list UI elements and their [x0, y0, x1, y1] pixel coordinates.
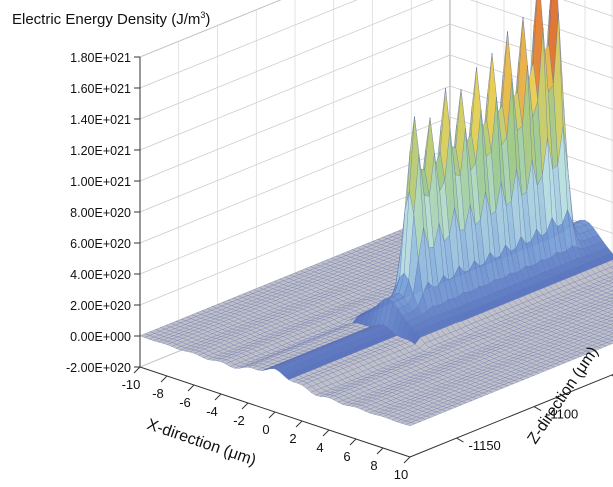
surface-patch — [610, 296, 613, 299]
wall-gridline — [139, 54, 613, 182]
x-tick-label: -2 — [233, 413, 245, 428]
x-tick — [322, 429, 330, 437]
z-tick-label: 1.60E+021 — [70, 82, 131, 96]
y-axis-line — [409, 373, 613, 458]
x-tick — [268, 411, 276, 419]
x-tick — [376, 447, 384, 455]
wall-gridline — [139, 0, 613, 120]
z-tick-label: 1.80E+021 — [70, 51, 131, 65]
x-tick-label: -4 — [206, 404, 218, 419]
x-tick — [349, 438, 357, 446]
z-tick-label: 1.00E+021 — [70, 175, 131, 189]
y-tick-label: -1100 — [546, 407, 578, 422]
chart-title: Electric Energy Density (J/m3) — [12, 10, 211, 28]
wall-gridline — [139, 0, 282, 58]
y-tick — [533, 406, 542, 412]
wall-gridline — [139, 23, 613, 151]
x-tick-label: -6 — [179, 395, 191, 410]
z-tick-label: -2.00E+020 — [66, 361, 131, 375]
surface-patch — [139, 333, 151, 338]
wall-gridline — [139, 0, 613, 89]
x-tick-label: 8 — [370, 458, 377, 473]
z-tick-label: 2.00E+020 — [70, 299, 131, 313]
x-tick — [241, 402, 249, 410]
wall-gridline — [139, 116, 613, 244]
y-tick-label: -1150 — [469, 438, 501, 453]
z-tick-label: 0.00E+000 — [70, 330, 131, 344]
x-tick-label: 2 — [289, 431, 296, 446]
x-tick-label: 0 — [262, 422, 269, 437]
x-tick — [187, 384, 195, 392]
surface-patch — [405, 422, 416, 427]
x-tick-label: 10 — [394, 467, 408, 482]
wall-gridline — [139, 85, 613, 213]
x-tick — [295, 420, 303, 428]
x-tick-label: 6 — [343, 449, 350, 464]
z-tick-label: 6.00E+020 — [70, 237, 131, 251]
surface-patch — [610, 266, 613, 270]
y-tick — [456, 437, 464, 443]
x-tick — [133, 366, 141, 374]
x-tick-label: 4 — [316, 440, 323, 455]
surface-patch — [609, 271, 613, 275]
x-tick-label: -10 — [122, 377, 141, 392]
surface-mesh — [139, 0, 613, 427]
z-tick-label: 1.20E+021 — [70, 144, 131, 158]
z-tick-label: 4.00E+020 — [70, 268, 131, 282]
x-tick-label: -8 — [152, 386, 164, 401]
x-tick — [160, 375, 168, 383]
surface-patch — [609, 323, 613, 326]
x-tick — [403, 456, 411, 464]
axis-ticks: -2.00E+020 0.00E+000 2.00E+020 4.00E+020 6.0… — [66, 51, 613, 482]
x-tick — [214, 393, 222, 401]
z-tick-label: 8.00E+020 — [70, 206, 131, 220]
z-tick-label: 1.40E+021 — [70, 113, 131, 127]
